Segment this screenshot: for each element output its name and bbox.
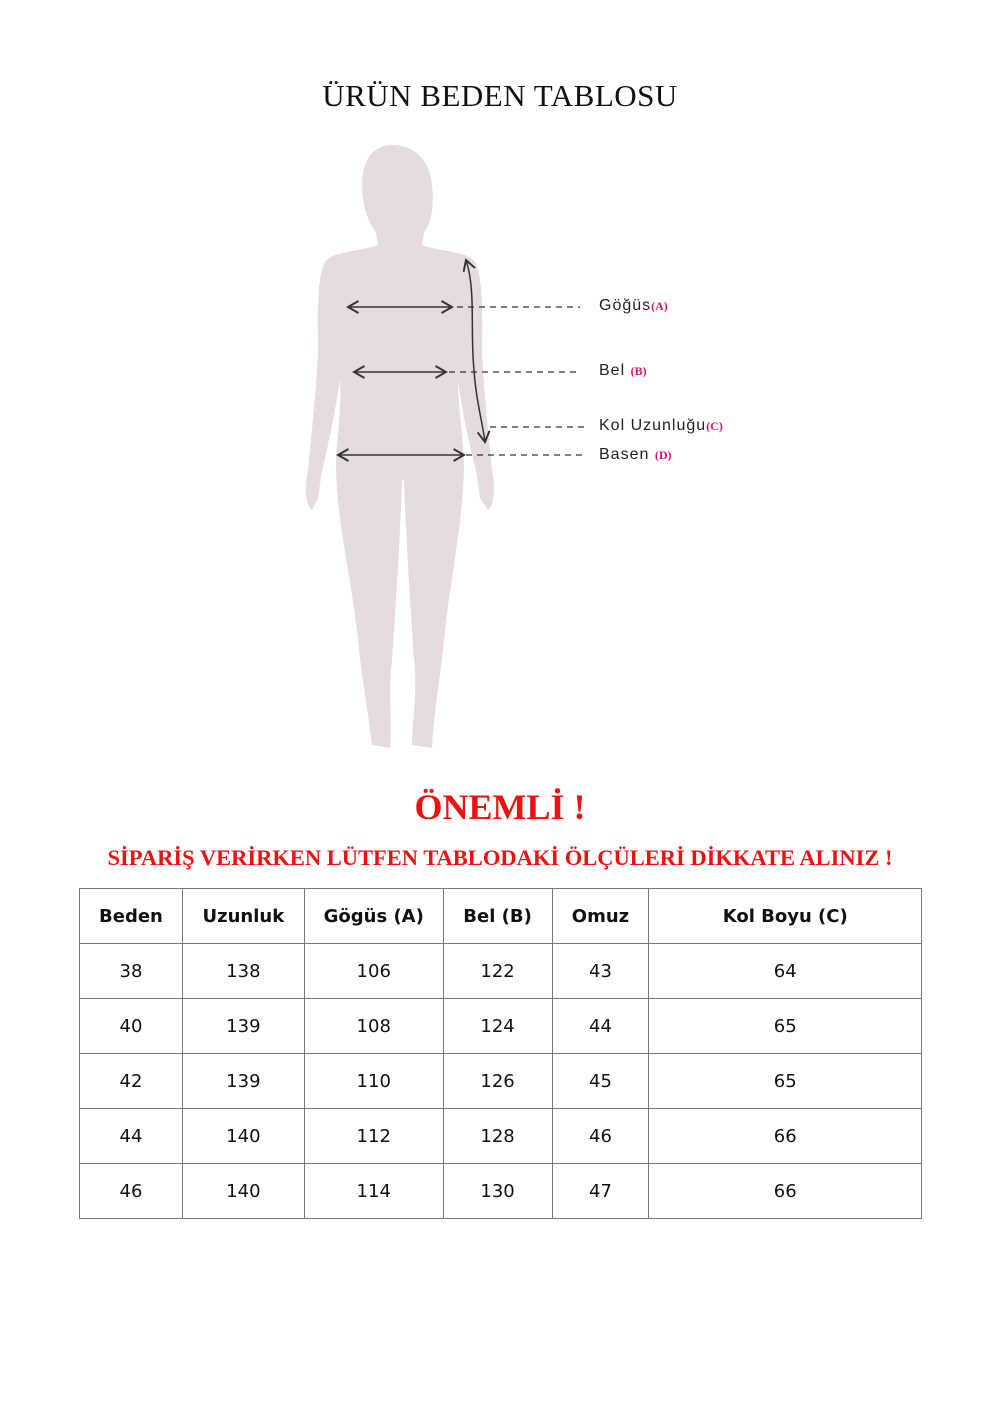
label-text: Basen [599,446,650,463]
table-row: 42 139 110 126 45 65 [79,1053,922,1109]
table-cell: 138 [181,943,305,999]
table-cell: 110 [303,1053,444,1109]
important-heading: ÖNEMLİ ! [414,787,586,827]
column-header: Bel (B) [442,888,553,944]
table-cell: 140 [181,1163,305,1219]
table-cell: 65 [648,998,922,1054]
table-cell: 126 [442,1053,553,1109]
table-cell: 140 [181,1108,305,1164]
silhouette [305,145,495,748]
column-header: Kol Boyu (C) [648,888,922,944]
table-cell: 47 [551,1163,650,1219]
table-cell: 44 [551,998,650,1054]
label-waist: Bel (B) [599,362,647,380]
label-text: Bel [599,362,626,379]
label-key: (C) [706,419,723,433]
table-row: 46 140 114 130 47 66 [79,1163,922,1219]
table-cell: 106 [303,943,444,999]
table-cell: 124 [442,998,553,1054]
label-key: (D) [654,448,672,462]
label-hip: Basen (D) [599,446,672,464]
table-cell: 122 [442,943,553,999]
table-row: 38 138 106 122 43 64 [79,943,922,999]
table-cell: 65 [648,1053,922,1109]
table-cell: 139 [181,1053,305,1109]
table-cell: 40 [79,998,183,1054]
table-cell: 66 [648,1163,922,1219]
table-header-row: Beden Uzunluk Gögüs (A) Bel (B) Omuz Kol Boyu… [79,888,922,944]
table-row: 44 140 112 128 46 66 [79,1108,922,1164]
label-text: Göğüs [599,297,652,314]
table-cell: 114 [303,1163,444,1219]
label-key: (A) [651,299,668,313]
table-cell: 42 [79,1053,183,1109]
warning-text: SİPARİŞ VERİRKEN LÜTFEN TABLODAKİ ÖLÇÜLE… [107,845,893,870]
column-header: Uzunluk [181,888,305,944]
column-header: Omuz [551,888,650,944]
column-header: Beden [79,888,183,944]
table-cell: 38 [79,943,183,999]
table-cell: 46 [79,1163,183,1219]
table-cell: 46 [551,1108,650,1164]
table-row: 40 139 108 124 44 65 [79,998,922,1054]
table-cell: 130 [442,1163,553,1219]
table-cell: 112 [303,1108,444,1164]
label-text: Kol Uzunluğu [599,417,707,434]
label-key: (B) [630,364,647,378]
sleeve-arrow [462,258,491,444]
table-cell: 43 [551,943,650,999]
table-cell: 45 [551,1053,650,1109]
size-table: Beden Uzunluk Gögüs (A) Bel (B) Omuz Kol Boyu… [79,888,922,1219]
table-cell: 128 [442,1108,553,1164]
table-cell: 64 [648,943,922,999]
table-cell: 108 [303,998,444,1054]
body-silhouette-diagram [305,145,584,748]
page-title: ÜRÜN BEDEN TABLOSU [322,78,678,113]
table-cell: 44 [79,1108,183,1164]
label-chest: Göğüs(A) [599,297,668,315]
table-cell: 139 [181,998,305,1054]
table-cell: 66 [648,1108,922,1164]
column-header: Gögüs (A) [303,888,444,944]
label-sleeve: Kol Uzunluğu(C) [599,417,723,435]
